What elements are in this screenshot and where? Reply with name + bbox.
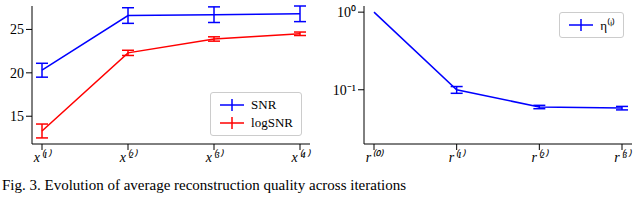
svg-text:10⁰: 10⁰ (337, 5, 356, 20)
svg-text:25: 25 (10, 22, 24, 37)
svg-text:15: 15 (10, 109, 24, 124)
svg-text:x⁽¹⁾: x⁽¹⁾ (33, 149, 52, 165)
html-text:logSNR: logSNR (251, 115, 293, 130)
svg-text:r⁽⁰⁾: r⁽⁰⁾ (366, 149, 384, 165)
svg-text:r⁽³⁾: r⁽³⁾ (614, 149, 632, 165)
html-text:Fig. 3. Evolution of average r: Fig. 3. Evolution of average reconstruct… (2, 177, 407, 193)
svg-text:r⁽¹⁾: r⁽¹⁾ (449, 149, 467, 165)
html-text:η⁽ⁱ⁾: η⁽ⁱ⁾ (600, 18, 615, 33)
svg-text:10⁻¹: 10⁻¹ (333, 83, 356, 98)
html-text:SNR: SNR (251, 97, 277, 112)
svg-text:20: 20 (10, 66, 24, 81)
svg-text:x⁽⁴⁾: x⁽⁴⁾ (290, 149, 310, 165)
svg-text:x⁽²⁾: x⁽²⁾ (119, 149, 138, 165)
svg-text:r⁽²⁾: r⁽²⁾ (532, 149, 550, 165)
svg-text:x⁽³⁾: x⁽³⁾ (205, 149, 224, 165)
